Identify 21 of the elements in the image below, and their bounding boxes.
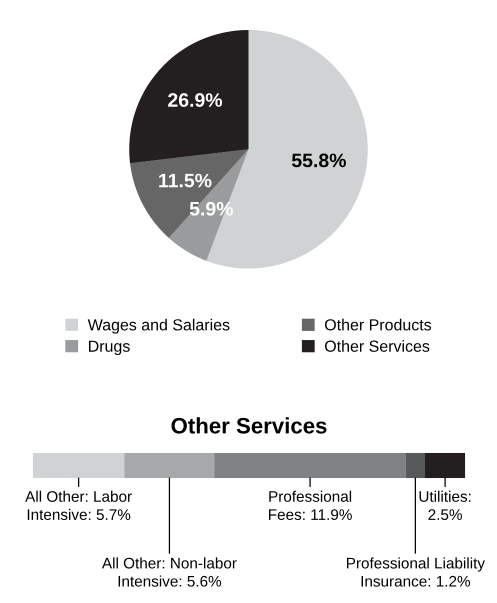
data-label: 55.8% <box>292 154 346 168</box>
legend-label: Wages and Salaries <box>88 318 230 334</box>
data-label: All Other: Non-labor Intensive: 5.6% <box>102 557 237 587</box>
data-label: 11.5% <box>159 174 212 188</box>
legend-label: Drugs <box>89 340 130 356</box>
data-label: All Other: Labor Intensive: 5.7% <box>25 490 132 520</box>
data-label: 5.9% <box>190 202 233 216</box>
bar <box>214 452 406 478</box>
data-label: 26.9% <box>168 93 222 107</box>
legend-label: Other Services <box>325 340 430 352</box>
bar <box>32 452 124 478</box>
bar <box>124 452 214 478</box>
legend-label: Other Products <box>325 318 432 330</box>
pie-slice <box>130 149 248 238</box>
data-label: Professional Liability Insurance: 1.2% <box>346 557 485 587</box>
data-label: Professional Fees: 11.9% <box>269 490 352 520</box>
bar <box>406 452 426 478</box>
data-label: Utilities: 2.5% <box>420 490 470 520</box>
pie-slice <box>129 30 248 164</box>
chart-title: Other Services <box>171 417 327 434</box>
bar <box>425 452 466 478</box>
